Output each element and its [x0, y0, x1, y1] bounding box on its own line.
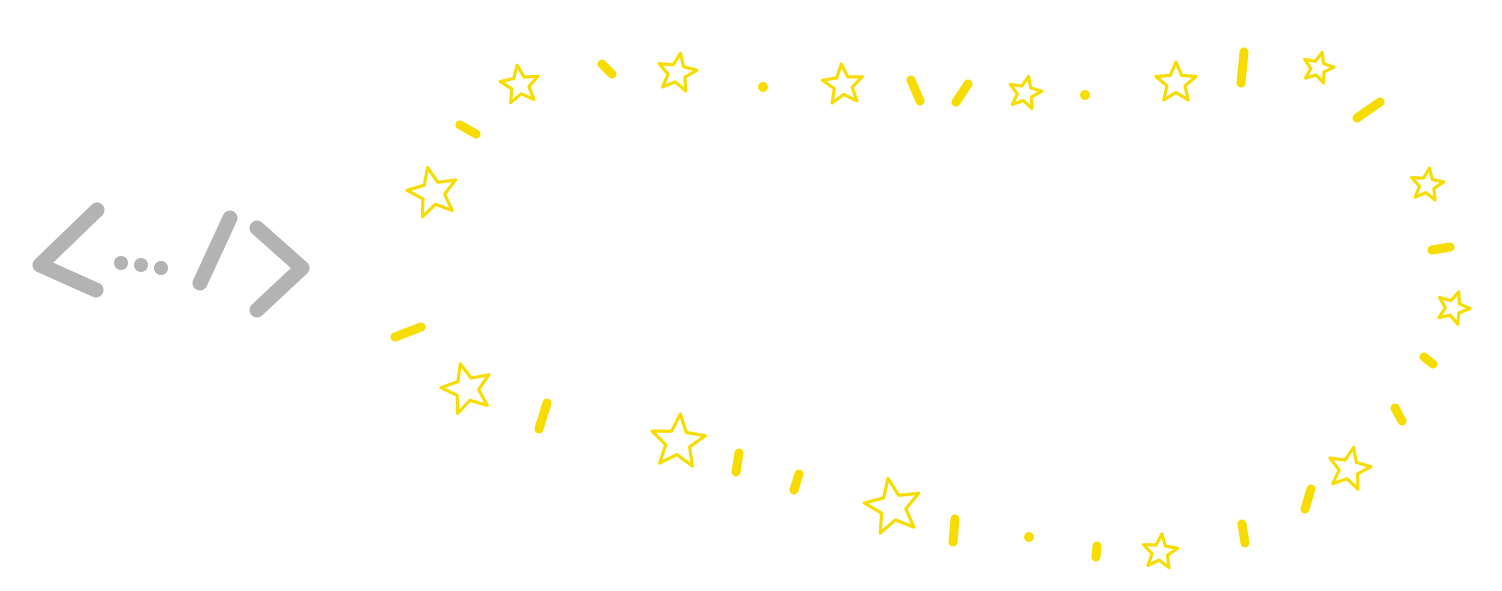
border-dash	[1390, 403, 1407, 426]
star-outline-icon	[405, 166, 458, 219]
border-dash	[1300, 484, 1316, 514]
star-outline-icon	[1142, 532, 1180, 570]
star-outline-icon	[820, 62, 864, 105]
star-outline-icon	[1437, 290, 1472, 326]
border-dash	[390, 322, 426, 342]
ellipsis-dot-2	[134, 258, 148, 272]
star-outline-icon	[1328, 445, 1373, 491]
star-outline-icon	[650, 412, 707, 468]
border-dot	[1024, 532, 1034, 542]
star-outline-icon	[1008, 74, 1044, 111]
star-outline-icon	[498, 63, 540, 105]
border-dash	[906, 75, 925, 106]
ellipsis-dot-3	[154, 261, 168, 275]
code-ellipsis-slash-icon	[32, 202, 310, 318]
border-dash	[455, 120, 481, 139]
border-dash	[1427, 242, 1455, 255]
border-dash	[1091, 541, 1102, 562]
star-outline-icon	[1154, 60, 1198, 102]
border-dash	[1352, 97, 1385, 123]
less-than-bracket	[32, 202, 105, 298]
border-dash	[597, 59, 617, 79]
dashed-star-bubble-border	[390, 47, 1472, 570]
slash-stroke	[192, 210, 238, 291]
border-dot	[1080, 90, 1090, 100]
border-dash	[534, 398, 552, 434]
border-dot	[758, 82, 768, 92]
star-outline-icon	[1303, 50, 1336, 85]
border-dash	[948, 514, 960, 547]
border-dash	[789, 469, 804, 495]
ellipsis-dot-1	[114, 256, 128, 270]
border-dash	[1236, 47, 1249, 88]
star-outline-icon	[439, 362, 491, 415]
border-dash	[731, 448, 744, 477]
border-dash	[1419, 352, 1438, 369]
star-outline-icon	[657, 51, 699, 93]
star-outline-icon	[862, 476, 921, 535]
border-dash	[1237, 519, 1250, 548]
border-dash	[951, 79, 973, 107]
star-outline-icon	[1410, 166, 1446, 202]
greater-than-bracket	[249, 220, 310, 318]
